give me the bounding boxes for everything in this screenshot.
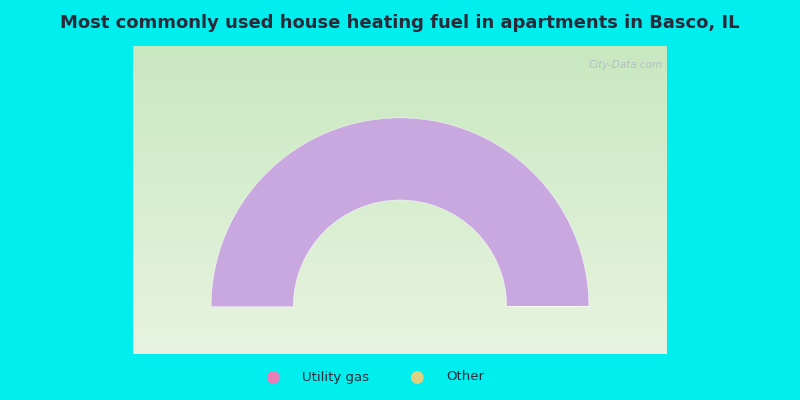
Text: City-Data.com: City-Data.com (589, 60, 663, 70)
Wedge shape (211, 118, 589, 307)
Text: Most commonly used house heating fuel in apartments in Basco, IL: Most commonly used house heating fuel in… (60, 14, 740, 32)
Text: Other: Other (446, 370, 485, 384)
Text: ●: ● (409, 368, 423, 386)
Text: Utility gas: Utility gas (302, 370, 370, 384)
Text: ●: ● (265, 368, 279, 386)
Wedge shape (506, 306, 589, 307)
